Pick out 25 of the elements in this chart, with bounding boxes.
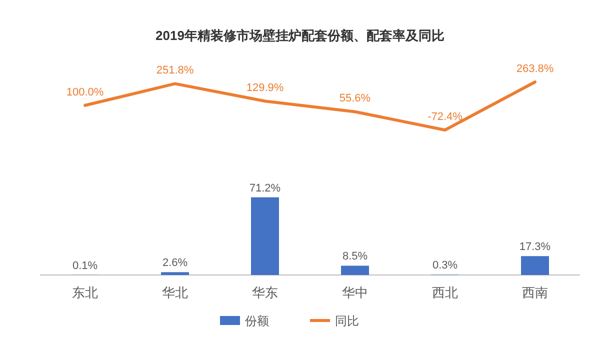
data-label: 251.8% bbox=[156, 64, 194, 77]
bar bbox=[521, 256, 549, 275]
data-label: 263.8% bbox=[516, 63, 554, 75]
data-label: 17.3% bbox=[519, 241, 551, 254]
bar bbox=[161, 272, 189, 275]
x-tick-label: 西南 bbox=[522, 285, 548, 300]
data-label: 8.5% bbox=[342, 250, 368, 263]
x-tick-label: 华北 bbox=[162, 285, 188, 300]
x-tick-label: 华东 bbox=[252, 285, 278, 300]
x-tick-label: 华中 bbox=[342, 285, 368, 300]
data-label: -72.4% bbox=[428, 111, 463, 123]
x-tick-label: 东北 bbox=[72, 285, 98, 300]
data-label: 129.9% bbox=[246, 82, 284, 94]
data-label: 0.3% bbox=[432, 260, 458, 272]
legend-label: 同比 bbox=[335, 314, 359, 328]
bar bbox=[251, 197, 279, 275]
data-label: 71.2% bbox=[249, 182, 281, 194]
data-label: 55.6% bbox=[339, 92, 371, 105]
bar bbox=[341, 266, 369, 275]
data-label: 0.1% bbox=[72, 260, 98, 272]
chart-title: 2019年精装修市场壁挂炉配套份额、配套率及同比 bbox=[156, 28, 444, 43]
data-label: 100.0% bbox=[66, 86, 104, 98]
data-label: 2.6% bbox=[162, 257, 188, 270]
legend-label: 份额 bbox=[245, 314, 269, 328]
x-tick-label: 西北 bbox=[432, 285, 458, 300]
